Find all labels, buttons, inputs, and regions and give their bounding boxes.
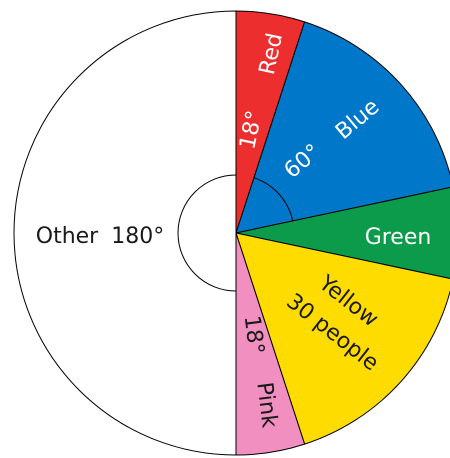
angle-arc-blue xyxy=(253,177,294,222)
angle-arcs xyxy=(177,174,294,292)
label-green-name: Green xyxy=(365,225,432,250)
label-pink-name: Pink xyxy=(251,381,281,430)
slice-blue xyxy=(235,21,450,234)
angle-arc-other xyxy=(177,174,237,292)
label-other-name-text: Other xyxy=(36,224,99,249)
slice-yellow xyxy=(235,232,450,445)
slice-green xyxy=(235,186,450,280)
label-other-angle-text: 180° xyxy=(111,224,164,249)
pie-slices xyxy=(13,10,450,456)
slice-other xyxy=(13,10,237,456)
label-pink-angle: 18° xyxy=(239,314,269,356)
label-other-name: Other 180° xyxy=(36,224,164,249)
